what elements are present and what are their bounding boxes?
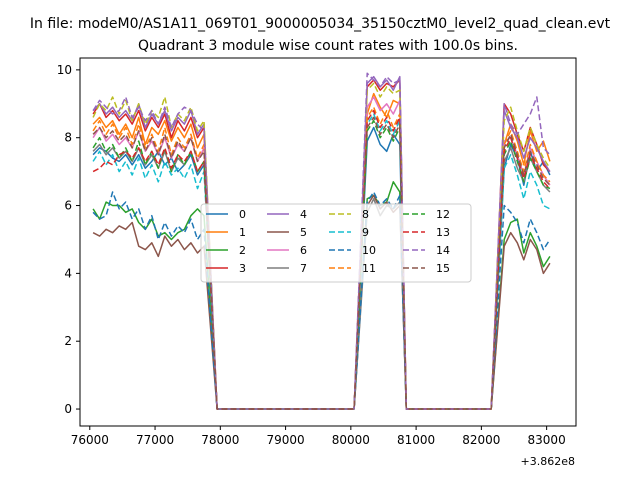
y-tick-label: 4 (64, 266, 72, 280)
legend-label: 6 (300, 244, 307, 257)
x-tick-label: 78000 (201, 433, 239, 447)
x-tick-label: 80000 (332, 433, 370, 447)
legend-label: 7 (300, 262, 307, 275)
legend-label: 0 (239, 208, 246, 221)
plot-area (92, 72, 551, 410)
y-tick-label: 0 (64, 402, 72, 416)
x-axis: 76000 77000 78000 79000 80000 81000 82000 83000 (71, 426, 566, 447)
legend-label: 11 (362, 262, 376, 275)
legend-label: 1 (239, 226, 246, 239)
legend-label: 4 (300, 208, 307, 221)
y-tick-label: 6 (64, 199, 72, 213)
legend-label: 15 (436, 262, 450, 275)
series-line-15 (92, 116, 551, 410)
legend-label: 5 (300, 226, 307, 239)
y-tick-label: 2 (64, 334, 72, 348)
legend-label: 10 (362, 244, 376, 257)
legend-box (200, 203, 472, 283)
x-tick-label: 81000 (397, 433, 435, 447)
x-tick-label: 83000 (528, 433, 566, 447)
legend-label: 2 (239, 244, 246, 257)
legend-label: 8 (362, 208, 369, 221)
y-axis: 0 2 4 6 8 10 (57, 63, 80, 416)
y-tick-label: 8 (64, 131, 72, 145)
chart-suptitle: In file: modeM0/AS1A11_069T01_9000005034… (30, 16, 611, 32)
x-tick-label: 77000 (136, 433, 174, 447)
legend-label: 3 (239, 262, 246, 275)
x-tick-label: 76000 (71, 433, 109, 447)
legend-label: 14 (436, 244, 450, 257)
legend-label: 9 (362, 226, 369, 239)
y-tick-label: 10 (57, 63, 72, 77)
x-offset-label: +3.862e8 (521, 455, 575, 468)
x-tick-label: 79000 (266, 433, 304, 447)
axes-frame (79, 57, 577, 427)
legend-label: 13 (436, 226, 450, 239)
x-tick-label: 82000 (462, 433, 500, 447)
series-line-9 (92, 113, 551, 410)
series-line-14 (92, 72, 551, 410)
chart-title: Quadrant 3 module wise count rates with … (138, 38, 518, 54)
legend-label: 12 (436, 208, 450, 221)
